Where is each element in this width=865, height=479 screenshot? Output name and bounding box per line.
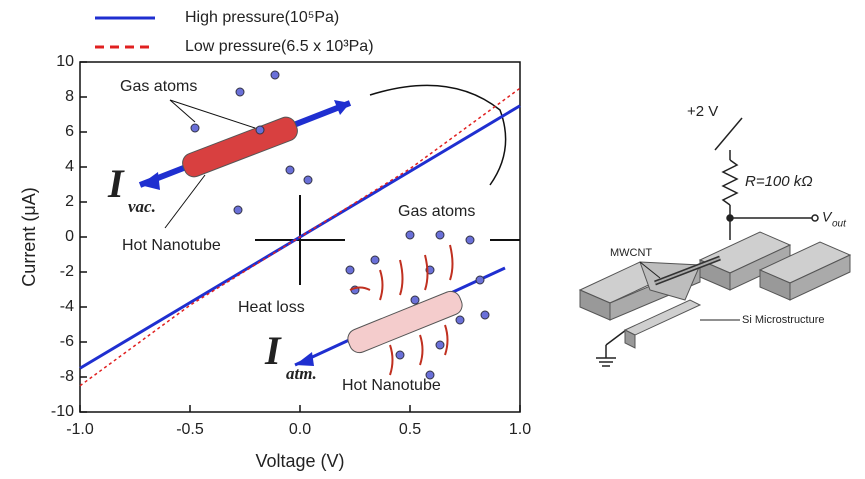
annotation: Gas atoms xyxy=(398,203,475,220)
x-axis-label: Voltage (V) xyxy=(255,451,344,471)
x-tick-label: 1.0 xyxy=(509,421,531,438)
legend-label: High pressure(10⁵Pa) xyxy=(185,9,339,26)
y-tick-label: -4 xyxy=(60,298,74,315)
y-tick-label: -2 xyxy=(60,263,74,280)
y-tick-label: -10 xyxy=(51,403,74,420)
resistor-label: R=100 kΩ xyxy=(745,173,813,190)
y-tick-label: 8 xyxy=(65,88,74,105)
annotation: Hot Nanotube xyxy=(342,377,441,394)
structure-label: Si Microstructure xyxy=(742,314,825,326)
supply-label: +2 V xyxy=(687,103,718,120)
y-tick-label: 4 xyxy=(65,158,74,175)
y-tick-label: -8 xyxy=(60,368,74,385)
x-tick-label: -1.0 xyxy=(66,421,94,438)
annotation: atm. xyxy=(286,364,317,383)
legend-label: Low pressure(6.5 x 10³Pa) xyxy=(185,38,374,55)
annotation: I xyxy=(107,161,125,206)
output-subscript: out xyxy=(832,219,847,230)
annotation: Hot Nanotube xyxy=(122,237,221,254)
y-tick-label: 6 xyxy=(65,123,74,140)
illustration-atm xyxy=(295,231,505,379)
x-tick-label: 0.0 xyxy=(289,421,311,438)
x-tick-label: 0.5 xyxy=(399,421,421,438)
figure: Gas atoms I vac. Hot Nanotube Gas atoms … xyxy=(0,0,865,479)
y-tick-label: 0 xyxy=(65,228,74,245)
x-tick-label: -0.5 xyxy=(176,421,204,438)
y-tick-label: 10 xyxy=(56,53,74,70)
annotation: vac. xyxy=(128,197,156,216)
annotation: I xyxy=(264,328,282,373)
y-tick-label: -6 xyxy=(60,333,74,350)
annotation: Heat loss xyxy=(238,299,305,316)
device-label: MWCNT xyxy=(610,247,652,259)
y-axis-label: Current (μA) xyxy=(19,187,39,286)
y-tick-label: 2 xyxy=(65,193,74,210)
annotation: Gas atoms xyxy=(120,78,197,95)
